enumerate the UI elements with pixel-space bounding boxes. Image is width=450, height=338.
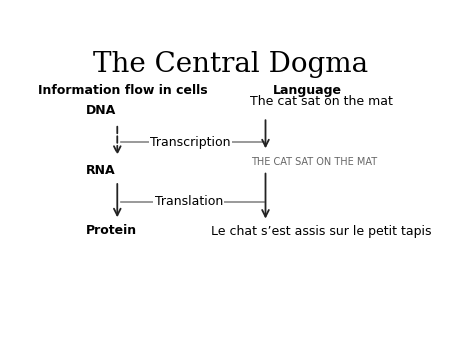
Text: THE CAT SAT ON THE MAT: THE CAT SAT ON THE MAT	[251, 156, 378, 167]
Text: Protein: Protein	[86, 224, 137, 237]
Text: RNA: RNA	[86, 164, 116, 177]
Text: DNA: DNA	[86, 104, 116, 117]
Text: Information flow in cells: Information flow in cells	[38, 83, 207, 97]
Text: Le chat s’est assis sur le petit tapis: Le chat s’est assis sur le petit tapis	[211, 225, 432, 238]
Text: The Central Dogma: The Central Dogma	[93, 51, 368, 78]
Text: The cat sat on the mat: The cat sat on the mat	[250, 95, 393, 108]
Text: Translation: Translation	[155, 195, 223, 209]
Text: Transcription: Transcription	[150, 136, 231, 149]
Text: Language: Language	[273, 83, 342, 97]
